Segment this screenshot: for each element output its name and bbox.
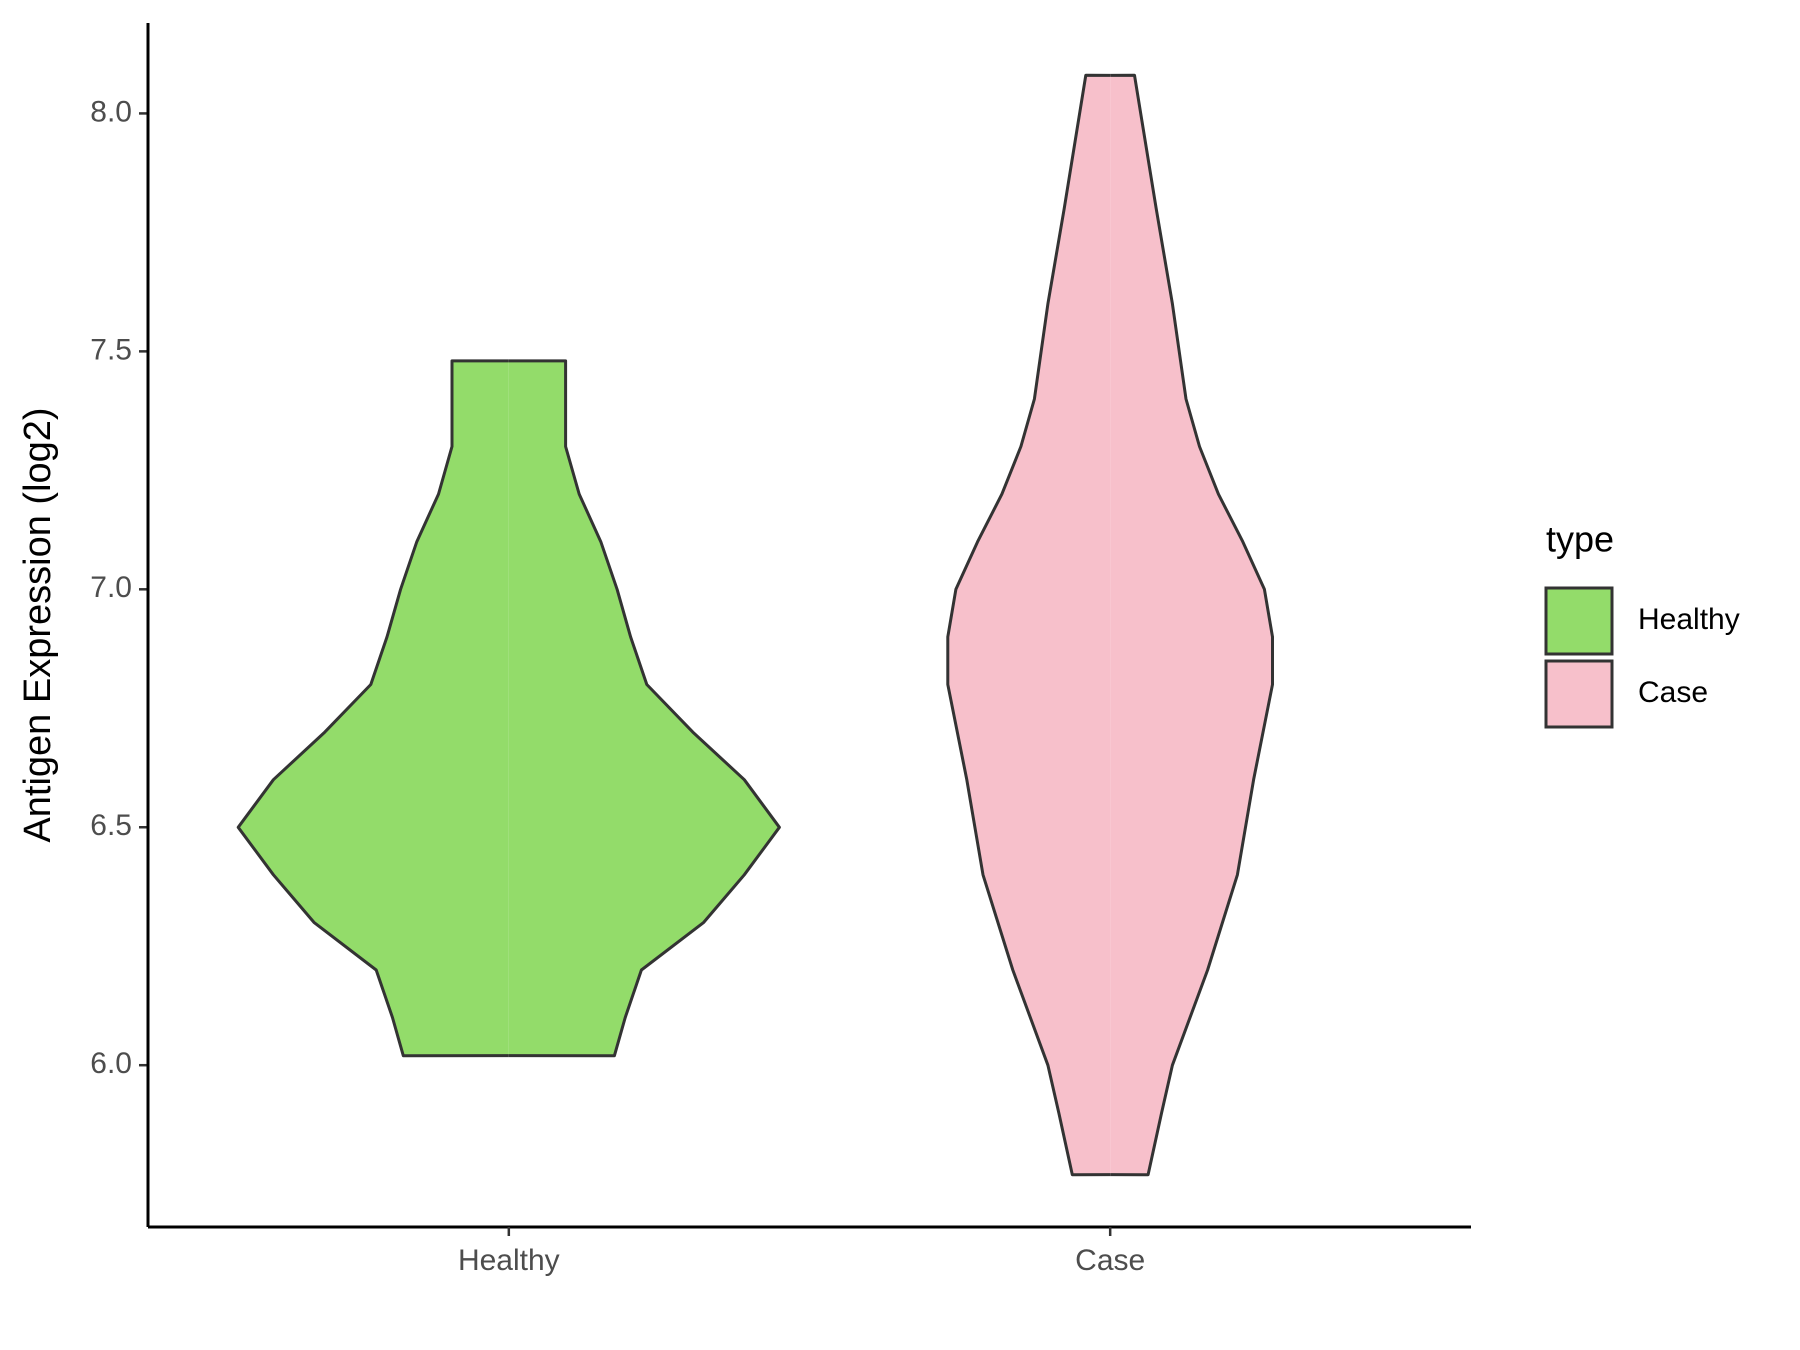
violin-half	[508, 359, 781, 1058]
violin-half	[1110, 73, 1274, 1177]
violin-half	[236, 359, 509, 1058]
legend-label: Case	[1638, 676, 1708, 709]
x-tick-label: Healthy	[458, 1244, 560, 1277]
y-tick-label: 6.5	[90, 809, 132, 842]
x-tick-label: Case	[1075, 1244, 1145, 1277]
legend-title: type	[1546, 519, 1614, 560]
legend-label: Healthy	[1638, 603, 1740, 636]
violin-half	[946, 73, 1111, 1177]
y-tick-label: 8.0	[90, 95, 132, 128]
y-tick-label: 7.5	[90, 333, 132, 366]
legend-swatch	[1544, 659, 1614, 729]
y-axis-title: Antigen Expression (log2)	[17, 407, 59, 842]
y-tick-label: 6.0	[90, 1047, 132, 1080]
y-tick-label: 7.0	[90, 571, 132, 604]
legend-swatch	[1544, 586, 1614, 656]
